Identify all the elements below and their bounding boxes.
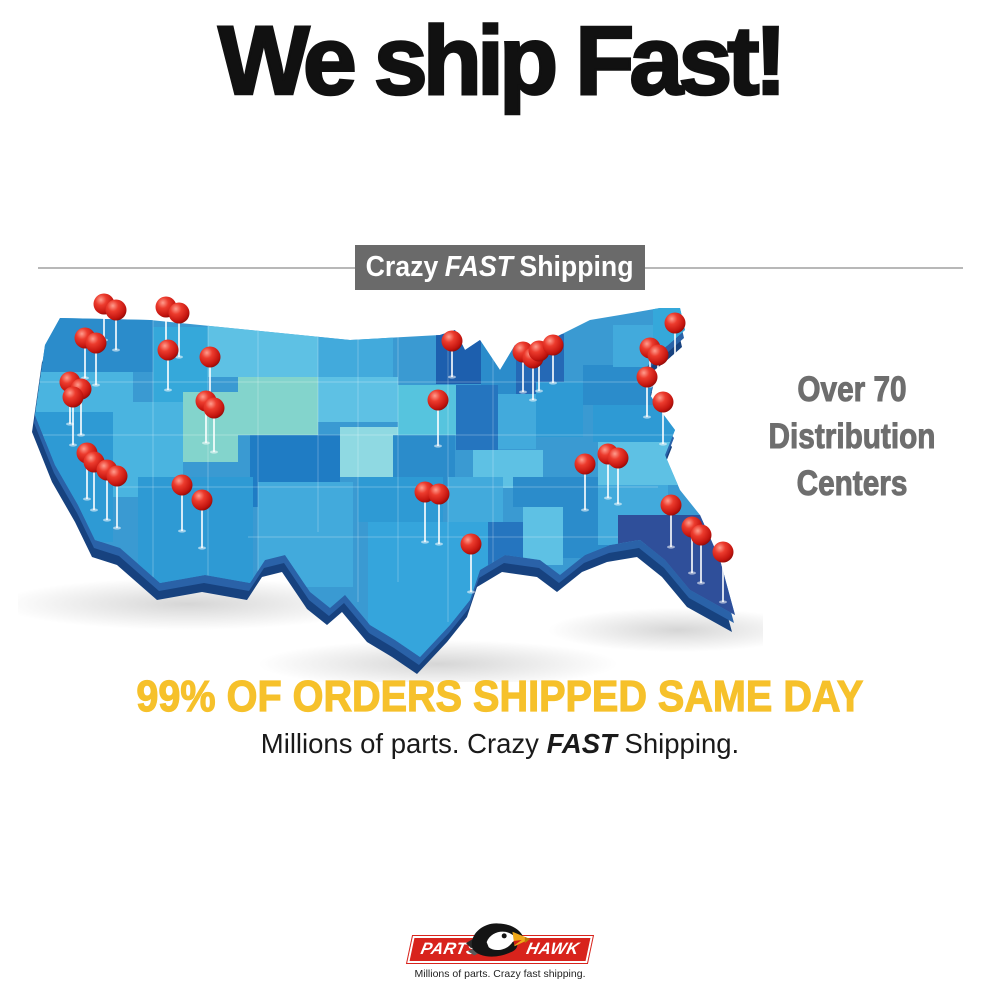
- map-pin-base: [103, 518, 111, 522]
- map-pin: [203, 397, 225, 419]
- map-pin: [574, 453, 596, 475]
- map-pin: [199, 346, 221, 368]
- map-pin: [191, 489, 213, 511]
- map-pin-base: [210, 450, 218, 454]
- map-pin: [647, 344, 669, 366]
- callout-line-2: Distribution: [768, 417, 936, 457]
- map-pin-base: [604, 496, 612, 500]
- map-pin: [85, 332, 107, 354]
- map-pin: [105, 299, 127, 321]
- map-pin-base: [92, 383, 100, 387]
- map-pin-base: [519, 390, 527, 394]
- map-pin: [607, 447, 629, 469]
- map-pins: [59, 293, 734, 604]
- map-pin-base: [421, 540, 429, 544]
- map-pin: [428, 483, 450, 505]
- logo-brand-right: HAWK: [524, 940, 582, 958]
- state-patches: [35, 308, 735, 657]
- map-pin: [712, 541, 734, 563]
- map-pin-base: [435, 542, 443, 546]
- shipping-banner-text: Crazy FAST Shipping: [366, 251, 634, 284]
- map-pin-base: [448, 375, 456, 379]
- subline-lead: Millions of parts. Crazy: [260, 728, 547, 759]
- map-pin-base: [164, 388, 172, 392]
- map-pin: [171, 474, 193, 496]
- subline: Millions of parts. Crazy FAST Shipping.: [0, 728, 1000, 760]
- map-pin: [441, 330, 463, 352]
- map-pin-base: [643, 415, 651, 419]
- partshawk-logo: PARTS HAWK Millions of parts. Crazy fast…: [400, 920, 600, 982]
- map-pin-base: [77, 433, 85, 437]
- map-pin: [636, 366, 658, 388]
- map-pin-base: [113, 526, 121, 530]
- map-pin-base: [112, 348, 120, 352]
- page-title: We ship Fast!: [217, 6, 788, 115]
- map-ground-shadow: [0, 578, 808, 688]
- map-pin-base: [90, 508, 98, 512]
- map-pin: [690, 524, 712, 546]
- map-pin: [168, 302, 190, 324]
- map-pin-base: [535, 389, 543, 393]
- callout-line-3: Centers: [796, 464, 908, 504]
- subline-fast: FAST: [546, 728, 617, 759]
- map-pin-base: [178, 529, 186, 533]
- map-pin: [157, 339, 179, 361]
- map-pin-base: [659, 442, 667, 446]
- callout-line-1: Over 70: [797, 370, 907, 410]
- banner-word-1: Crazy: [366, 251, 439, 283]
- map-pin-base: [549, 381, 557, 385]
- map-pin-base: [667, 545, 675, 549]
- map-pin: [542, 334, 564, 356]
- map-pin: [664, 312, 686, 334]
- map-pin-base: [198, 546, 206, 550]
- map-pin-base: [434, 444, 442, 448]
- map-pin: [106, 465, 128, 487]
- usa-map-svg: [0, 293, 808, 688]
- map-pin: [427, 389, 449, 411]
- map-pin-base: [719, 600, 727, 604]
- map-pin-base: [614, 502, 622, 506]
- map-pin: [660, 494, 682, 516]
- distribution-callout: Over 70 Distribution Centers: [764, 366, 941, 507]
- banner-word-fast: FAST: [445, 251, 514, 283]
- shipping-banner: Crazy FAST Shipping: [355, 245, 645, 290]
- map-pin-base: [83, 497, 91, 501]
- map-pin-base: [697, 581, 705, 585]
- map-pin-base: [69, 443, 77, 447]
- same-day-headline-text: 99% OF ORDERS SHIPPED SAME DAY: [136, 671, 864, 721]
- map-pin-base: [175, 355, 183, 359]
- map-pin: [652, 391, 674, 413]
- banner-word-3: Shipping: [519, 251, 634, 283]
- map-pin-base: [671, 355, 679, 359]
- logo-tagline: Millions of parts. Crazy fast shipping.: [414, 968, 586, 980]
- hawk-head-icon: [466, 923, 530, 957]
- map-pin: [62, 386, 84, 408]
- map-pin-base: [467, 590, 475, 594]
- usa-distribution-map: [0, 282, 808, 688]
- map-pin-base: [688, 571, 696, 575]
- map-pin-base: [202, 441, 210, 445]
- subline-tail: Shipping.: [616, 728, 740, 759]
- map-pin-base: [529, 398, 537, 402]
- map-pin-base: [581, 508, 589, 512]
- map-pin: [460, 533, 482, 555]
- same-day-headline: 99% OF ORDERS SHIPPED SAME DAY: [0, 671, 1000, 722]
